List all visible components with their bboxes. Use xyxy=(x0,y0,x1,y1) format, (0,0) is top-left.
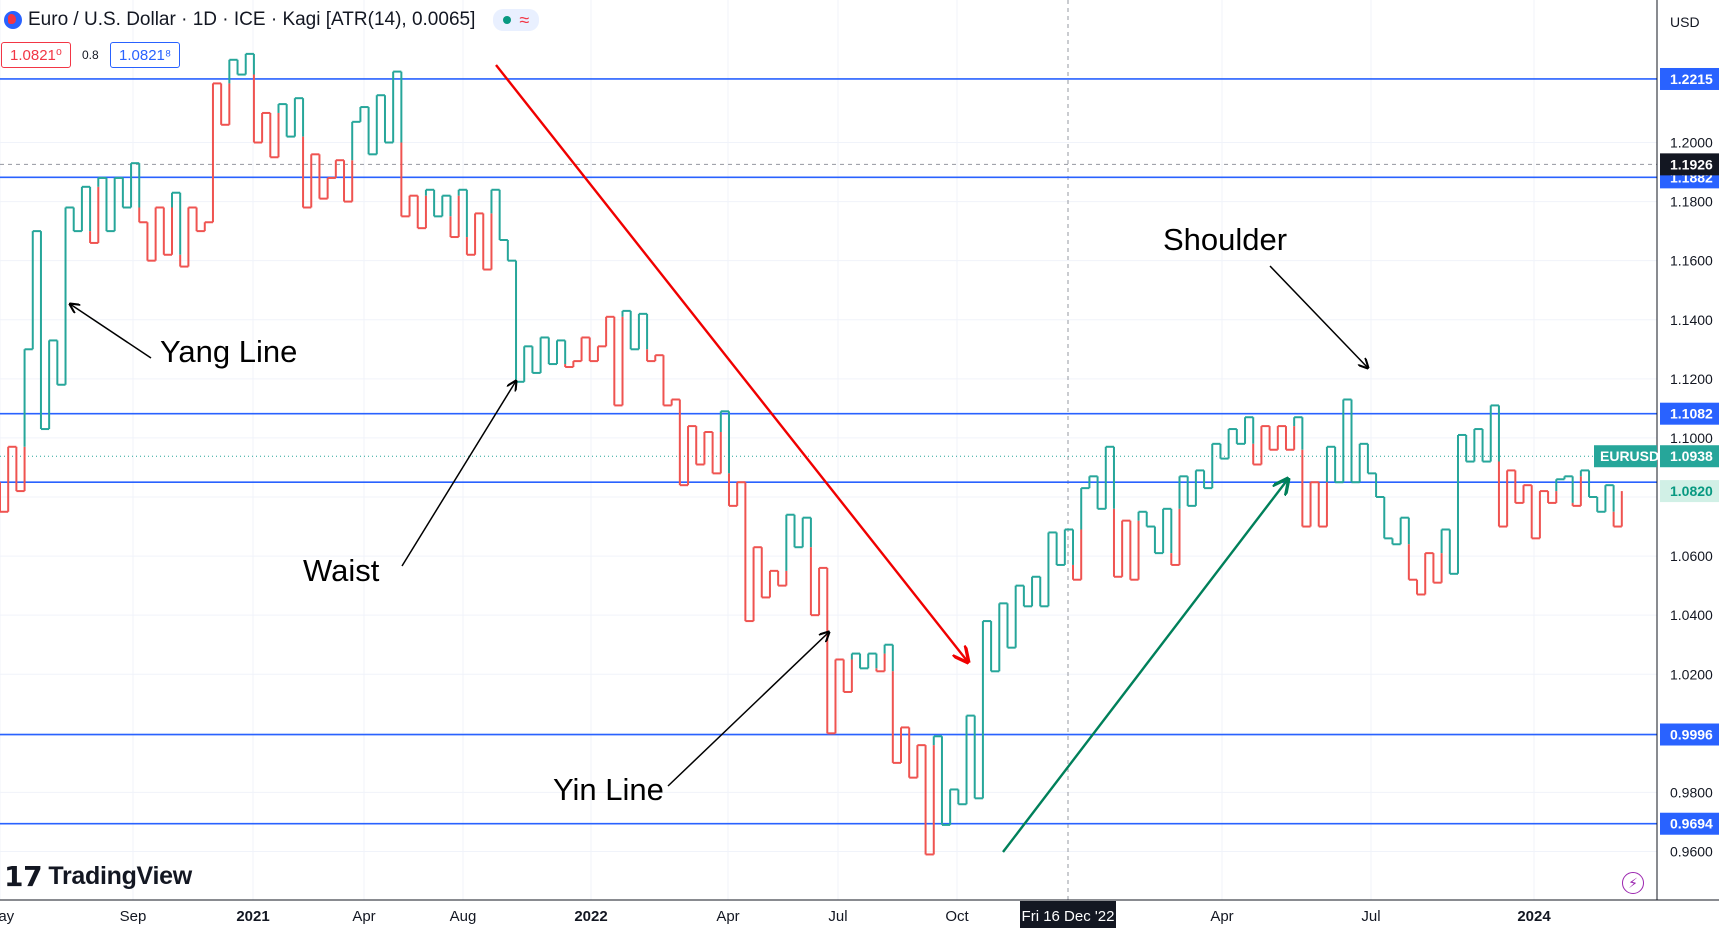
tradingview-logo-mark: 17 xyxy=(4,859,43,893)
symbol-title: Euro / U.S. Dollar · 1D · ICE · Kagi [AT… xyxy=(28,9,476,30)
tradingview-logo: 17 TradingView xyxy=(4,859,192,893)
downtrend-arrow xyxy=(495,64,968,662)
y-tick-label: 1.1600 xyxy=(1670,253,1713,269)
buy-price-button[interactable]: 1.0821⁸ xyxy=(110,42,181,68)
chart-header: Euro / U.S. Dollar · 1D · ICE · Kagi [AT… xyxy=(0,0,540,40)
symbol-tag: EURUSD xyxy=(1600,448,1659,464)
level-price-tag-bg xyxy=(1660,67,1719,90)
market-status-pill[interactable]: ≈ xyxy=(493,9,540,31)
level-price-tag: 0.9996 xyxy=(1670,727,1713,743)
y-tick-label: 1.0400 xyxy=(1670,607,1713,623)
x-tick-label: Jul xyxy=(1361,908,1380,925)
y-tick-label: 1.1200 xyxy=(1670,371,1713,387)
x-tick-label: Aug xyxy=(450,908,477,925)
y-tick-label: 0.9600 xyxy=(1670,844,1713,860)
shoulder-label: Shoulder xyxy=(1163,222,1287,257)
x-tick-label: May xyxy=(0,908,15,925)
annotation-pointer xyxy=(1269,265,1368,368)
grid-lines xyxy=(0,0,1657,900)
x-tick-label: Apr xyxy=(1210,908,1233,925)
kagi-series xyxy=(0,52,1623,856)
crosshair-price-tag-bg xyxy=(1660,153,1719,176)
y-tick-label: 1.1800 xyxy=(1670,194,1713,210)
x-tick-label: 2024 xyxy=(1517,908,1551,925)
market-open-dot-icon xyxy=(503,16,512,24)
last-price-tag-bg xyxy=(1660,445,1719,468)
yang-line-label: Yang Line xyxy=(160,334,297,369)
x-tick-label: 2022 xyxy=(574,908,607,925)
waist-label: Waist xyxy=(303,553,380,588)
level-price-tag-bg xyxy=(1660,812,1719,835)
crosshair-price-tag: 1.1926 xyxy=(1670,156,1713,172)
annotation-layer: Yang Line Waist Yin Line Shoulder xyxy=(70,64,1368,853)
annotation-pointer xyxy=(70,304,152,359)
spread-value: 0.8 xyxy=(82,42,99,68)
y-tick-label: 1.2000 xyxy=(1670,135,1713,151)
lightning-icon[interactable]: ⚡ xyxy=(1622,872,1644,894)
annotation-pointer xyxy=(667,632,829,787)
crosshair-date-tag: Fri 16 Dec '22 xyxy=(1022,908,1115,925)
x-tick-label: Apr xyxy=(352,908,375,925)
symbol-tag-bg xyxy=(1594,445,1657,468)
level-price-tag: 1.1082 xyxy=(1670,406,1713,422)
y-tick-label: 1.0600 xyxy=(1670,548,1713,564)
time-axis-bg[interactable] xyxy=(0,900,1719,928)
y-tick-label: 1.0200 xyxy=(1670,666,1713,682)
tradingview-wordmark: TradingView xyxy=(48,861,192,890)
level-price-tag: 0.9694 xyxy=(1670,816,1713,832)
y-tick-label: 0.9800 xyxy=(1670,784,1713,800)
crosshair-date-tag-bg xyxy=(1020,901,1116,928)
yin-line-label: Yin Line xyxy=(553,772,664,807)
delayed-data-icon: ≈ xyxy=(519,10,530,30)
level-price-tag-bg xyxy=(1660,402,1719,425)
x-tick-label: Apr xyxy=(716,908,739,925)
x-tick-label: 2021 xyxy=(236,908,269,925)
annotation-pointer xyxy=(401,381,516,567)
uptrend-arrow xyxy=(1002,479,1288,853)
y-tick-label: 1.1000 xyxy=(1670,430,1713,446)
currency-label: USD xyxy=(1670,14,1700,30)
last-price-tag: 1.0938 xyxy=(1670,448,1713,464)
euro-flag-icon xyxy=(4,11,22,29)
level-price-tag: 1.2215 xyxy=(1670,71,1713,87)
horizontal-levels xyxy=(0,78,1657,825)
x-tick-label: Jul xyxy=(828,908,847,925)
level-price-tag-bg xyxy=(1660,723,1719,746)
bid-price-tag: 1.0820 xyxy=(1670,483,1713,499)
x-tick-label: Sep xyxy=(120,908,147,925)
sell-price-button[interactable]: 1.0821⁰ xyxy=(1,42,71,68)
x-tick-label: Oct xyxy=(945,908,969,925)
bid-price-tag-bg xyxy=(1660,480,1719,503)
y-tick-label: 1.1400 xyxy=(1670,312,1713,328)
